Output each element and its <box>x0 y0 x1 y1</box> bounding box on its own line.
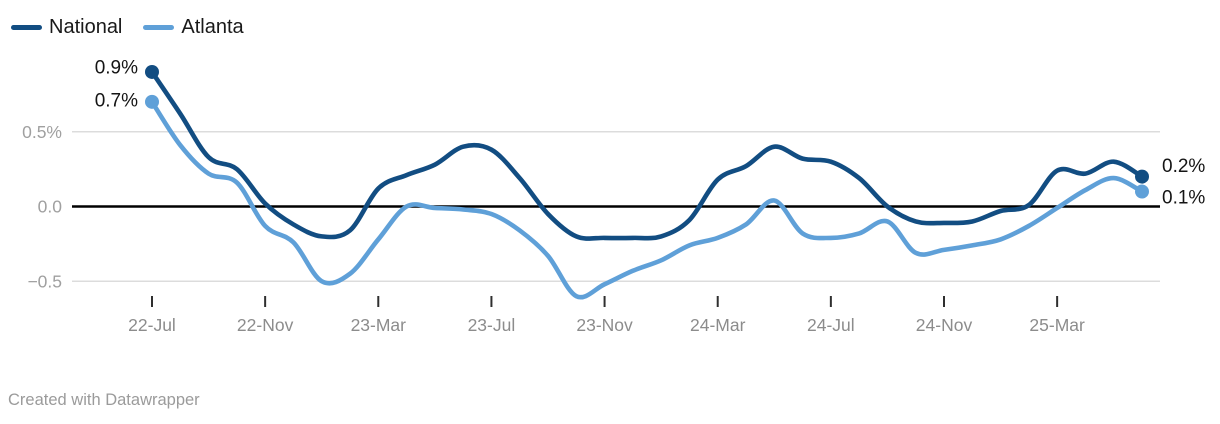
x-axis-label: 23-Nov <box>576 315 633 335</box>
national-start-dot[interactable] <box>145 64 159 79</box>
atlanta-end-dot[interactable] <box>1135 184 1149 199</box>
x-axis-label: 24-Jul <box>807 315 855 335</box>
y-axis-label: 0.0 <box>38 197 63 217</box>
atlanta-line[interactable] <box>149 99 1145 300</box>
x-axis-label: 24-Nov <box>916 315 973 335</box>
x-axis-label: 24-Mar <box>690 315 746 335</box>
atlanta-line-swatch <box>143 24 175 30</box>
x-axis-label: 22-Jul <box>128 315 176 335</box>
national-start-value-label: 0.9% <box>95 58 138 79</box>
x-axis-label: 23-Jul <box>468 315 516 335</box>
national-line[interactable] <box>149 69 1145 241</box>
x-axis-label: 23-Mar <box>351 315 407 335</box>
national-end-dot[interactable] <box>1135 169 1149 184</box>
datawrapper-attribution[interactable]: Created with Datawrapper <box>8 391 200 409</box>
y-axis-label: −0.5 <box>27 271 62 291</box>
y-axis-label: 0.5% <box>22 122 62 142</box>
atlanta-start-dot[interactable] <box>145 94 159 109</box>
national-line-swatch <box>11 24 42 30</box>
legend-item-atlanta: Atlanta <box>143 16 244 38</box>
legend-item-national: National <box>11 17 122 37</box>
atlanta-end-value-label: 0.1% <box>1162 188 1205 209</box>
legend: National Atlanta <box>11 17 244 37</box>
legend-label-atlanta: Atlanta <box>181 16 244 38</box>
atlanta-start-value-label: 0.7% <box>95 91 138 112</box>
x-axis-label: 22-Nov <box>237 315 294 335</box>
national-end-value-label: 0.2% <box>1162 156 1205 177</box>
x-axis-label: 25-Mar <box>1029 315 1085 335</box>
legend-label-national: National <box>49 16 123 38</box>
